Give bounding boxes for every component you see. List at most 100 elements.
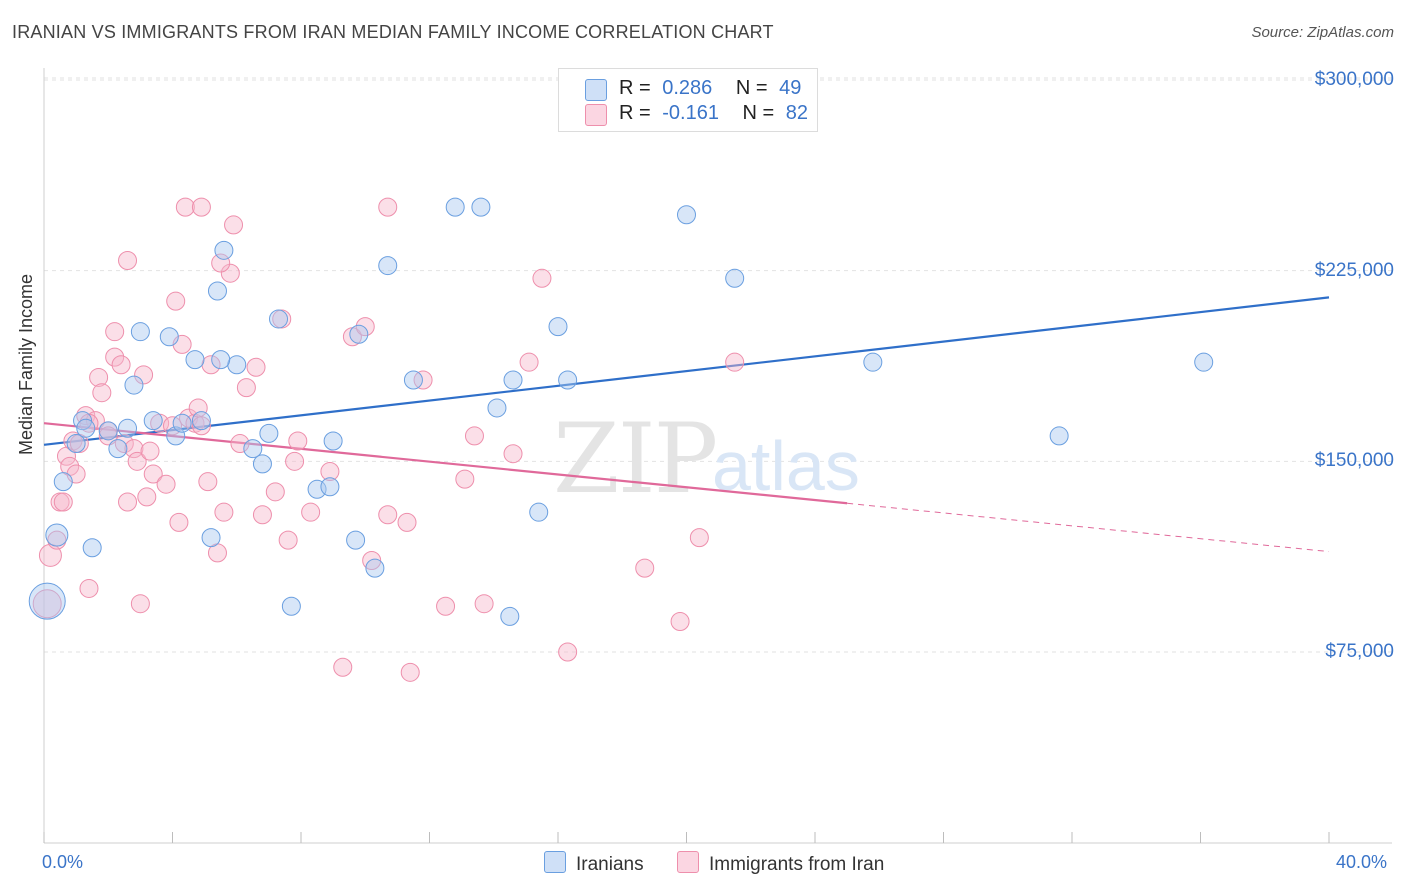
- data-point: [378, 256, 398, 276]
- data-point: [288, 431, 308, 451]
- data-point: [211, 253, 231, 273]
- bottom-legend-swatch-immigrants: [677, 851, 699, 873]
- y-tick-label: $225,000: [1314, 259, 1394, 281]
- data-point: [519, 352, 539, 372]
- data-point: [243, 439, 263, 459]
- data-point: [191, 197, 211, 217]
- data-point: [191, 416, 211, 436]
- legend-n-label: N =: [735, 77, 768, 99]
- data-point: [166, 426, 186, 446]
- bottom-legend-immigrants: Immigrants from Iran: [677, 851, 884, 876]
- data-point: [236, 378, 256, 398]
- legend-swatch-immigrants: [585, 104, 607, 126]
- data-point: [159, 327, 179, 347]
- data-point: [28, 582, 66, 620]
- data-point: [320, 462, 340, 482]
- trend-line-1: [43, 422, 848, 505]
- data-point: [1194, 352, 1214, 372]
- data-point: [474, 594, 494, 614]
- trend-line-dashed-1: [847, 502, 1330, 553]
- data-point: [532, 268, 552, 288]
- data-point: [863, 352, 883, 372]
- data-point: [185, 350, 205, 370]
- data-point: [529, 502, 549, 522]
- data-point: [118, 250, 138, 270]
- data-point: [355, 317, 375, 337]
- legend-swatch-iranians: [585, 79, 607, 101]
- data-point: [214, 502, 234, 522]
- data-point: [365, 558, 385, 578]
- data-point: [76, 418, 96, 438]
- data-point: [66, 434, 86, 454]
- data-point: [224, 215, 244, 235]
- data-point: [191, 411, 211, 431]
- data-point: [635, 558, 655, 578]
- watermark-atlas: atlas: [712, 427, 860, 505]
- data-points: [28, 197, 1214, 682]
- data-point: [503, 444, 523, 464]
- data-point: [134, 365, 154, 385]
- data-point: [130, 322, 150, 342]
- data-point: [124, 439, 144, 459]
- legend-r-label: R =: [619, 102, 651, 124]
- data-point: [252, 505, 272, 525]
- y-tick-label: $300,000: [1314, 69, 1394, 90]
- data-point: [320, 477, 340, 497]
- data-point: [333, 657, 353, 677]
- y-tick-label: $75,000: [1325, 641, 1394, 662]
- data-point: [214, 240, 234, 260]
- data-point: [670, 611, 690, 631]
- data-point: [725, 352, 745, 372]
- data-point: [455, 469, 475, 489]
- legend-n-value-immigrants: 82: [785, 102, 809, 124]
- data-point: [45, 523, 69, 547]
- data-point: [220, 263, 240, 283]
- axes: [43, 68, 1392, 844]
- data-point: [503, 370, 523, 390]
- data-point: [105, 347, 125, 367]
- data-point: [230, 434, 250, 454]
- bottom-legend-label-immigrants: Immigrants from Iran: [709, 854, 885, 875]
- data-point: [166, 291, 186, 311]
- data-point: [346, 530, 366, 550]
- data-point: [445, 197, 465, 217]
- data-point: [92, 383, 112, 403]
- data-point: [378, 505, 398, 525]
- data-point: [79, 578, 99, 598]
- data-point: [558, 642, 578, 662]
- data-point: [127, 451, 147, 471]
- data-point: [246, 357, 266, 377]
- bottom-legend-iranians: Iranians: [544, 851, 644, 876]
- data-point: [118, 418, 138, 438]
- data-point: [252, 454, 272, 474]
- chart-source: Source: ZipAtlas.com: [1251, 24, 1394, 41]
- data-point: [725, 268, 745, 288]
- correlation-legend: R = 0.286 N = 49 R = -0.161 N = 82: [558, 68, 818, 132]
- data-point: [436, 596, 456, 616]
- data-point: [281, 596, 301, 616]
- chart-title: IRANIAN VS IMMIGRANTS FROM IRAN MEDIAN F…: [12, 22, 774, 42]
- data-point: [111, 355, 131, 375]
- data-point: [558, 370, 578, 390]
- data-point: [471, 197, 491, 217]
- data-point: [114, 434, 134, 454]
- legend-n-value-iranians: 49: [779, 77, 802, 99]
- data-point: [98, 421, 118, 441]
- data-point: [105, 322, 125, 342]
- data-point: [464, 426, 484, 446]
- data-point: [73, 411, 93, 431]
- data-point: [108, 439, 128, 459]
- watermark-zip: ZIP: [553, 403, 716, 515]
- data-point: [500, 606, 520, 626]
- data-point: [82, 538, 102, 558]
- data-point: [137, 487, 157, 507]
- data-point: [53, 492, 73, 512]
- data-point: [143, 411, 163, 431]
- data-point: [169, 512, 189, 532]
- data-point: [323, 431, 343, 451]
- data-point: [349, 324, 369, 344]
- data-point: [265, 482, 285, 502]
- data-point: [400, 662, 420, 682]
